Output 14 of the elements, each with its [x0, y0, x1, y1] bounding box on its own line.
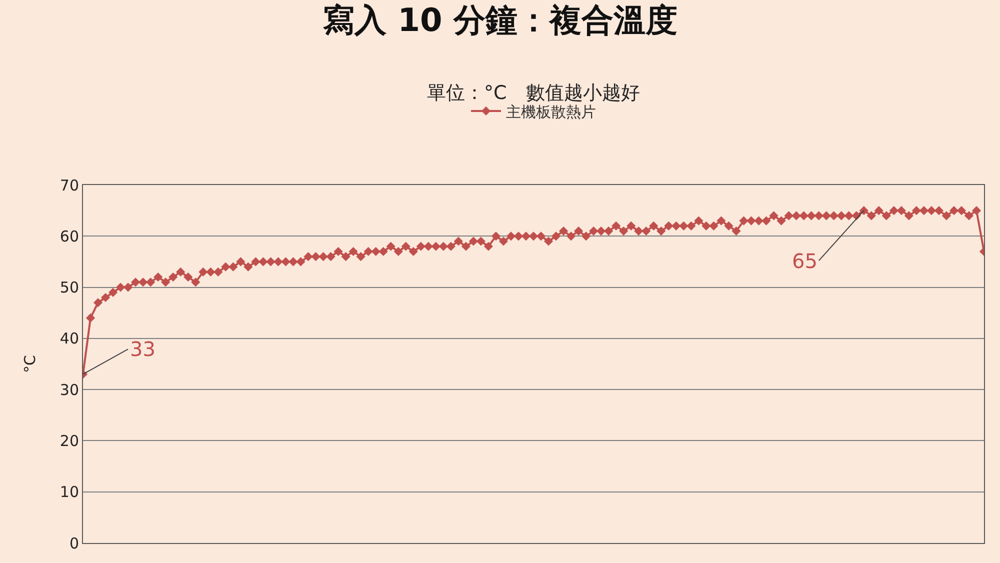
legend-label: 主機板散熱片 — [506, 102, 596, 121]
y-tick-label: 40 — [60, 330, 79, 348]
y-tick-label: 70 — [60, 176, 79, 194]
chart-subtitle: 單位：°C 數值越小越好 — [427, 82, 640, 104]
y-tick-label: 30 — [60, 380, 79, 399]
y-tick-label: 50 — [60, 278, 79, 297]
chart-title: 寫入 10 分鐘：複合溫度 — [322, 0, 678, 39]
data-label: 33 — [130, 337, 156, 361]
y-tick-label: 10 — [60, 483, 79, 502]
y-tick-label: 20 — [60, 432, 79, 450]
y-tick-label: 0 — [69, 534, 79, 552]
data-label: 65 — [792, 249, 818, 273]
y-tick-label: 60 — [60, 227, 79, 246]
y-axis-title: °C — [21, 355, 40, 373]
